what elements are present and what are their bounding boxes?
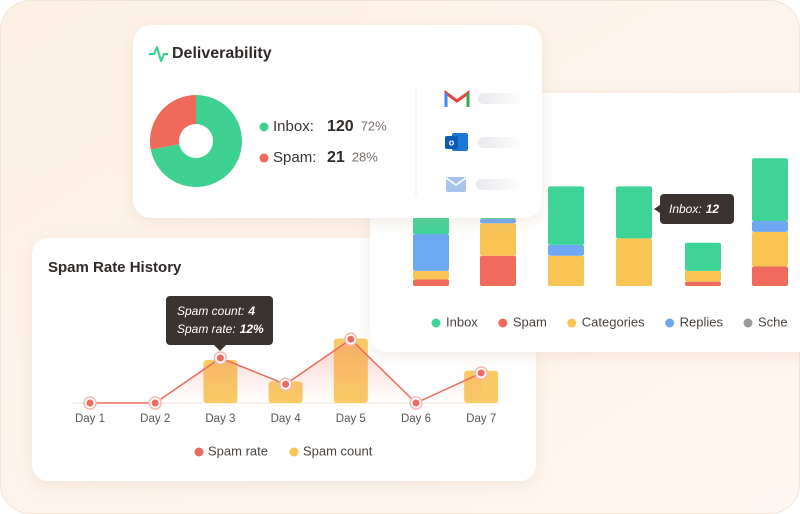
placeholder xyxy=(478,93,524,104)
point-core xyxy=(477,369,485,377)
mail-icon xyxy=(445,177,467,192)
x-tick-label: Day 7 xyxy=(466,413,496,425)
bar-segment xyxy=(616,186,652,239)
legend-dot xyxy=(498,318,508,328)
tooltip-text: Spam rate: 12% xyxy=(177,322,264,336)
legend-dot xyxy=(259,122,269,132)
bar-segment xyxy=(548,244,584,256)
legend-dot xyxy=(567,318,577,328)
pulse-icon xyxy=(149,46,168,62)
chart-title: Deliverability xyxy=(172,45,272,62)
bar-segment xyxy=(480,218,516,224)
point-core xyxy=(412,399,420,407)
tooltip-value: 4 xyxy=(247,304,255,318)
bar-card: Inbox: 12 Inbox Spam Categories Replies Sche xyxy=(370,93,800,352)
outlook-icon: o xyxy=(445,133,468,151)
bar-segment xyxy=(752,266,788,286)
bar-segment xyxy=(685,242,721,271)
placeholder xyxy=(478,137,524,148)
legend-label: Sche xyxy=(758,314,788,329)
legend-label: Inbox xyxy=(446,314,478,329)
tooltip-value: 12% xyxy=(240,322,264,336)
bar-segment xyxy=(413,270,449,280)
legend-dot xyxy=(259,153,269,163)
bar-segment xyxy=(480,223,516,256)
legend-label: Spam count xyxy=(303,443,373,458)
bar-segment xyxy=(752,231,788,267)
point-core xyxy=(282,380,290,388)
legend-label: Categories xyxy=(582,314,645,329)
share-label: 72% xyxy=(361,118,387,133)
svg-text:o: o xyxy=(449,137,455,147)
tooltip-text: Inbox: 12 xyxy=(669,202,719,216)
point-core xyxy=(347,335,355,343)
x-tick-label: Day 2 xyxy=(140,413,170,425)
placeholder xyxy=(476,179,522,190)
pie-slice xyxy=(150,95,196,150)
legend-label: Inbox: xyxy=(273,118,314,135)
area xyxy=(90,339,482,403)
legend-dot xyxy=(289,447,299,457)
bar-segment xyxy=(413,279,449,286)
value-label: 120 xyxy=(327,118,354,135)
tooltip-text: Spam count: 4 xyxy=(177,304,255,318)
gmail-icon xyxy=(444,90,470,107)
bar-segment xyxy=(548,255,584,286)
tooltip-box xyxy=(166,296,273,351)
point-core xyxy=(86,399,94,407)
bar-segment xyxy=(480,255,516,286)
legend-dot xyxy=(194,447,204,457)
bar-segment xyxy=(685,270,721,282)
bar-segment xyxy=(548,186,584,245)
card xyxy=(133,25,542,218)
tooltip-box xyxy=(654,194,734,224)
chart-title: Spam Rate History xyxy=(48,259,182,276)
tooltip-value: 12 xyxy=(706,202,720,216)
bar-segment xyxy=(616,238,652,286)
bar-segment xyxy=(413,234,449,271)
legend-label: Spam: xyxy=(273,149,316,166)
pie-slice xyxy=(150,95,242,187)
legend-dot xyxy=(431,318,441,328)
legend-label: Spam xyxy=(513,314,547,329)
point-core xyxy=(216,354,224,362)
x-tick-label: Day 5 xyxy=(336,413,366,425)
point-core xyxy=(151,399,159,407)
tooltip-label: Spam rate: xyxy=(177,322,236,336)
tooltip-label: Spam count: xyxy=(177,304,244,318)
bar-segment xyxy=(752,158,788,222)
x-tick-label: Day 3 xyxy=(205,413,235,425)
tooltip: Spam count: 4 Spam rate: 12% xyxy=(166,296,273,351)
value-label: 21 xyxy=(327,149,345,166)
legend-label: Spam rate xyxy=(208,443,268,458)
bar-segment xyxy=(752,221,788,232)
legend-dot xyxy=(665,318,675,328)
share-label: 28% xyxy=(352,149,378,164)
legend-label: Replies xyxy=(680,314,724,329)
tooltip-label: Inbox: xyxy=(669,202,702,216)
x-tick-label: Day 4 xyxy=(271,413,302,425)
x-tick-label: Day 1 xyxy=(75,413,105,425)
x-tick-label: Day 6 xyxy=(401,413,431,425)
tooltip: Inbox: 12 xyxy=(654,194,734,224)
deliverability-card: Deliverability o Inbox: 120 72% Spam: 21 28% xyxy=(133,25,542,218)
bar-segment xyxy=(685,281,721,286)
legend-dot xyxy=(743,318,753,328)
